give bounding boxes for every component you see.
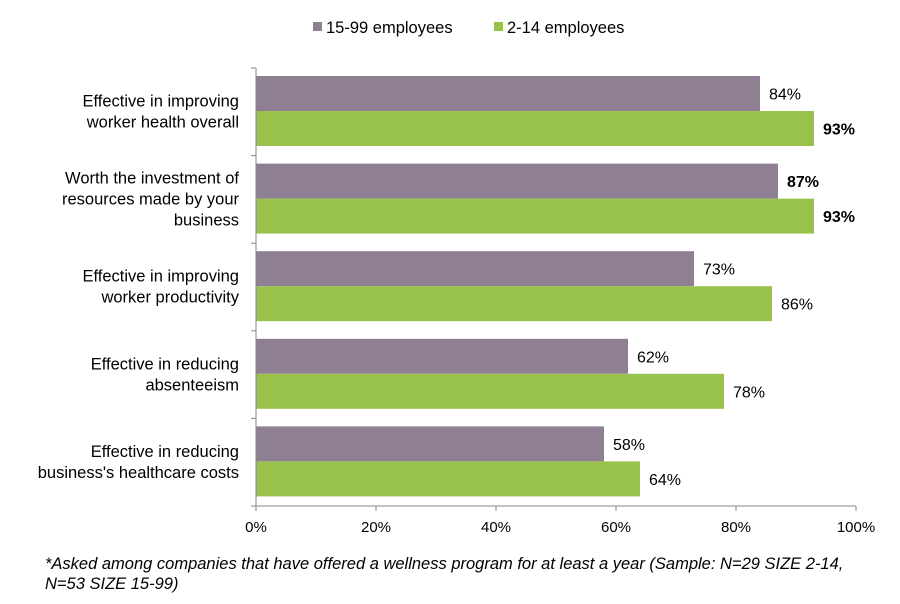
category-label: Effective in improving worker health over… bbox=[82, 93, 239, 132]
data-label: 58% bbox=[613, 437, 645, 454]
bar bbox=[256, 286, 772, 322]
bar bbox=[256, 76, 760, 111]
data-label: 64% bbox=[649, 472, 681, 489]
category-label: Effective in reducing absenteeism bbox=[91, 355, 239, 394]
legend-label: 2-14 employees bbox=[507, 19, 624, 37]
bar bbox=[256, 111, 814, 146]
data-label: 87% bbox=[787, 174, 819, 191]
data-label: 86% bbox=[781, 297, 813, 314]
footnote: *Asked among companies that have offered… bbox=[45, 555, 844, 593]
data-label: 73% bbox=[703, 262, 735, 279]
bar bbox=[256, 426, 604, 462]
data-label: 62% bbox=[637, 349, 669, 366]
x-tick-label: 60% bbox=[601, 519, 631, 536]
x-tick-label: 80% bbox=[721, 519, 751, 536]
bar bbox=[256, 163, 778, 199]
x-tick-label: 40% bbox=[481, 519, 511, 536]
data-label: 93% bbox=[823, 209, 855, 226]
category-label: Effective in improving worker productivit… bbox=[82, 268, 239, 307]
category-label: Worth the investment of resources made by… bbox=[62, 170, 240, 230]
legend-swatch bbox=[313, 22, 322, 31]
data-label: 84% bbox=[769, 87, 801, 104]
bar bbox=[256, 461, 640, 497]
x-tick-label: 100% bbox=[837, 519, 875, 536]
legend-label: 15-99 employees bbox=[326, 19, 453, 37]
chart-bars: 84% 93% 87% 93% 73% 86% 62% 78% 58% 64% bbox=[256, 76, 855, 497]
data-label: 93% bbox=[823, 122, 855, 139]
bar bbox=[256, 251, 694, 287]
x-tick-label: 0% bbox=[245, 519, 267, 536]
bar bbox=[256, 373, 724, 409]
bar bbox=[256, 338, 628, 374]
data-label: 78% bbox=[733, 384, 765, 401]
chart-axes: Effective in improving worker health over… bbox=[38, 67, 875, 536]
bar bbox=[256, 198, 814, 234]
category-label: Effective in reducing business's healthca… bbox=[38, 443, 239, 482]
legend-swatch bbox=[494, 22, 503, 31]
x-tick-label: 20% bbox=[361, 519, 391, 536]
chart-legend: 15-99 employees 2-14 employees bbox=[313, 19, 624, 37]
